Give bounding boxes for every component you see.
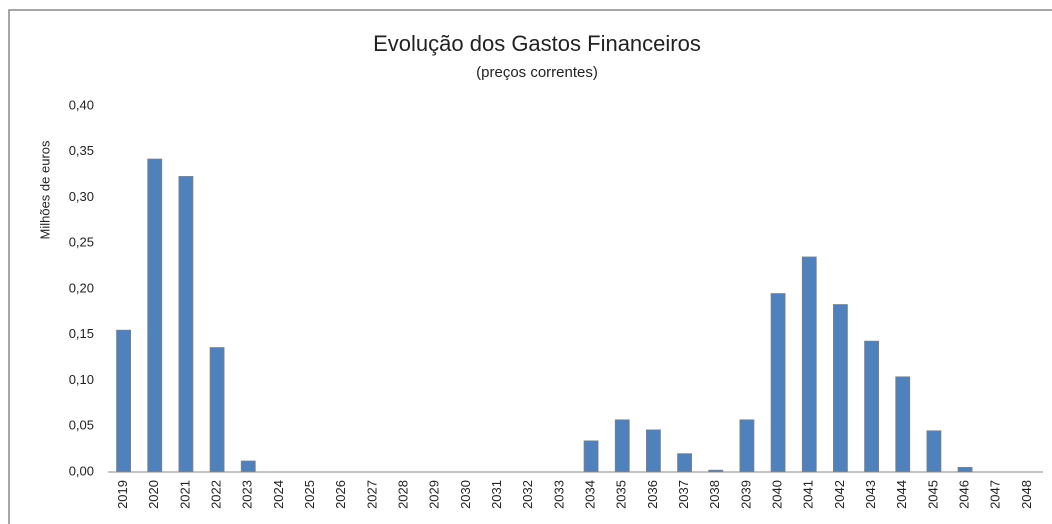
bar [801,256,817,473]
x-tick-label: 2020 [146,480,161,509]
x-tick-label: 2038 [707,480,722,509]
x-tick-label: 2041 [801,480,816,509]
y-tick-label: 0,25 [69,235,94,250]
bar [646,429,661,473]
y-tick-label: 0,40 [69,97,94,112]
bar [614,419,630,473]
x-tick-label: 2048 [1019,480,1034,509]
bar [147,158,163,473]
x-tick-label: 2043 [863,480,878,509]
x-tick-label: 2019 [115,480,130,509]
x-tick-label: 2045 [925,480,940,509]
x-tick-label: 2035 [614,480,629,509]
x-tick-label: 2026 [333,480,348,509]
chart-subtitle: (preços correntes) [476,64,598,81]
x-tick-label: 2032 [520,480,535,509]
x-tick-label: 2029 [427,480,442,509]
x-tick-label: 2047 [988,480,1003,509]
y-tick-label: 0,10 [69,372,94,387]
x-tick-label: 2034 [583,480,598,509]
bar [178,176,194,473]
bar [770,293,786,473]
y-tick-label: 0,20 [69,280,94,295]
bar [833,304,848,473]
bar [209,347,225,473]
y-tick-label: 0,30 [69,189,94,204]
x-tick-label: 2031 [489,480,504,509]
bar [895,376,911,473]
bar [583,440,599,473]
x-tick-label: 2042 [832,480,847,509]
bar [116,329,131,473]
x-tick-label: 2036 [645,480,660,509]
x-tick-label: 2037 [676,480,691,509]
bar [739,419,755,473]
bar [677,453,692,473]
bar [864,340,879,473]
y-tick-label: 0,00 [69,463,94,478]
x-tick-label: 2040 [770,480,785,509]
x-tick-label: 2028 [396,480,411,509]
y-tick-label: 0,15 [69,326,94,341]
x-tick-label: 2021 [177,480,192,509]
bar [957,467,973,473]
x-tick-label: 2022 [209,480,224,509]
bar [926,430,942,473]
y-axis-label: Milhões de euros [37,140,52,239]
y-tick-label: 0,35 [69,143,94,158]
bar [240,460,256,473]
chart-title: Evolução dos Gastos Financeiros [373,31,701,56]
x-tick-label: 2024 [271,480,286,509]
x-tick-label: 2023 [240,480,255,509]
x-tick-label: 2033 [551,480,566,509]
x-tick-label: 2030 [458,480,473,509]
x-tick-label: 2046 [957,480,972,509]
x-tick-label: 2039 [738,480,753,509]
y-tick-label: 0,05 [69,418,94,433]
frame [8,9,1052,524]
x-tick-label: 2025 [302,480,317,509]
x-tick-label: 2044 [894,480,909,509]
x-tick-label: 2027 [364,480,379,509]
